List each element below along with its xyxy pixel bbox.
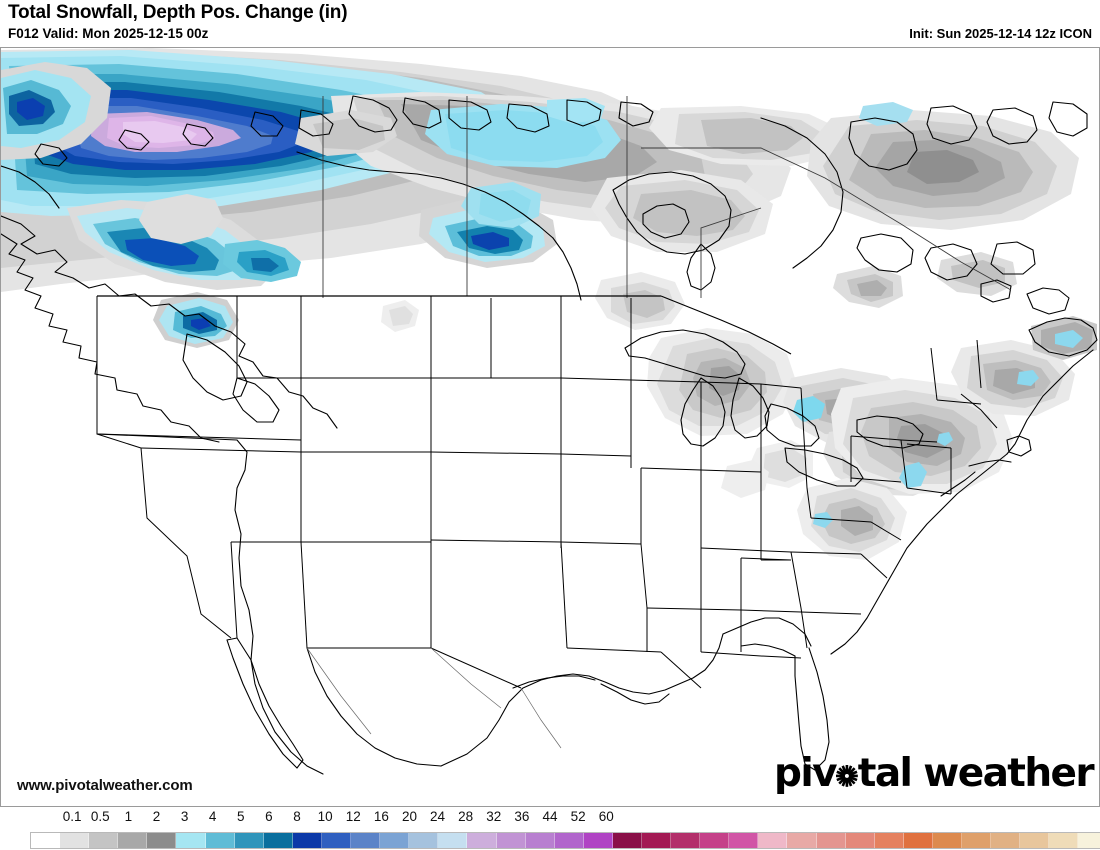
colorbar-swatch	[700, 833, 730, 848]
snowfall-shading-layer	[1, 48, 1097, 560]
colorbar-swatches[interactable]	[30, 832, 1100, 849]
colorbar-tick-label: 32	[486, 809, 502, 824]
colorbar-tick-label: 8	[293, 809, 301, 824]
colorbar-tick-label: 12	[345, 809, 361, 824]
init-time-label: Init: Sun 2025-12-14 12z ICON	[909, 26, 1092, 41]
page-title: Total Snowfall, Depth Pos. Change (in)	[8, 2, 348, 23]
colorbar-swatch	[176, 833, 206, 848]
colorbar-swatch	[321, 833, 352, 848]
colorbar-tick-label: 16	[373, 809, 389, 824]
colorbar-swatch	[991, 833, 1021, 848]
site-url-label: www.pivotalweather.com	[17, 777, 193, 794]
colorbar-swatch	[292, 833, 322, 848]
colorbar-swatch	[816, 833, 846, 848]
colorbar-tick-labels: 0.1 0.5 1 2 3 4 5 6 8 10 12 16 20 24 28 32 36 44 52 60	[0, 808, 1100, 830]
colorbar-tick-label: 10	[317, 809, 333, 824]
colorbar-swatch	[671, 833, 701, 848]
colorbar-swatch	[641, 833, 672, 848]
colorbar-swatch	[60, 833, 90, 848]
colorbar-tick-label: 28	[458, 809, 474, 824]
colorbar-swatch	[932, 833, 962, 848]
colorbar-swatch	[612, 833, 642, 848]
colorbar-tick-label: 5	[237, 809, 245, 824]
colorbar-swatch	[409, 833, 439, 848]
colorbar-swatch	[438, 833, 468, 848]
gear-icon	[835, 764, 858, 787]
state-border-layer	[96, 296, 998, 689]
colorbar-swatch	[787, 833, 817, 848]
colorbar-swatch	[554, 833, 584, 848]
political-border-layer	[97, 96, 1012, 355]
colorbar-swatch	[845, 833, 875, 848]
colorbar-swatch	[496, 833, 526, 848]
colorbar-tick-label: 4	[208, 809, 217, 824]
colorbar-tick-label: 36	[514, 809, 530, 824]
colorbar-swatch	[874, 833, 904, 848]
weather-map-graphic	[1, 48, 1098, 775]
mexico-border-layer	[306, 647, 562, 749]
colorbar-swatch	[525, 833, 555, 848]
colorbar-swatch	[1078, 833, 1100, 848]
colorbar-swatch	[1020, 833, 1050, 848]
colorbar-swatch	[31, 833, 61, 848]
colorbar-tick-label: 44	[542, 809, 558, 824]
colorbar-tick-label: 60	[598, 809, 614, 824]
colorbar-swatch	[380, 833, 410, 848]
colorbar-swatch	[903, 833, 933, 848]
colorbar-swatch	[467, 833, 497, 848]
colorbar-swatch	[351, 833, 381, 848]
colorbar-swatch	[729, 833, 759, 848]
colorbar[interactable]: 0.1 0.5 1 2 3 4 5 6 8 10 12 16 20 24 28 32 36 44 52 60	[0, 808, 1100, 850]
map-header: Total Snowfall, Depth Pos. Change (in) F…	[0, 0, 1100, 48]
colorbar-swatch	[118, 833, 148, 848]
colorbar-swatch	[583, 833, 613, 848]
brand-text-pre: piv	[774, 751, 838, 796]
colorbar-tick-label: 6	[265, 809, 273, 824]
brand-text-post: tal weather	[857, 751, 1095, 796]
colorbar-tick-label: 1	[124, 809, 133, 824]
colorbar-tick-label: 2	[152, 809, 161, 824]
colorbar-swatch	[205, 833, 235, 848]
colorbar-swatch	[147, 833, 177, 848]
colorbar-swatch	[89, 833, 119, 848]
colorbar-tick-label: 0.5	[90, 809, 110, 824]
colorbar-swatch	[962, 833, 992, 848]
pivotal-weather-logo: piv tal weather	[774, 751, 1095, 796]
colorbar-swatch	[234, 833, 264, 848]
valid-time-label: F012 Valid: Mon 2025-12-15 00z	[8, 26, 209, 41]
colorbar-tick-label: 20	[401, 809, 417, 824]
colorbar-swatch	[758, 833, 788, 848]
colorbar-tick-label: 24	[430, 809, 446, 824]
colorbar-tick-label: 3	[180, 809, 189, 824]
coastline-layer	[1, 95, 1098, 775]
colorbar-swatch	[1049, 833, 1079, 848]
map-canvas[interactable]: www.pivotalweather.com piv tal weather	[0, 47, 1100, 807]
colorbar-tick-label: 0.1	[62, 809, 82, 824]
colorbar-swatch	[263, 833, 293, 848]
colorbar-tick-label: 52	[570, 809, 586, 824]
